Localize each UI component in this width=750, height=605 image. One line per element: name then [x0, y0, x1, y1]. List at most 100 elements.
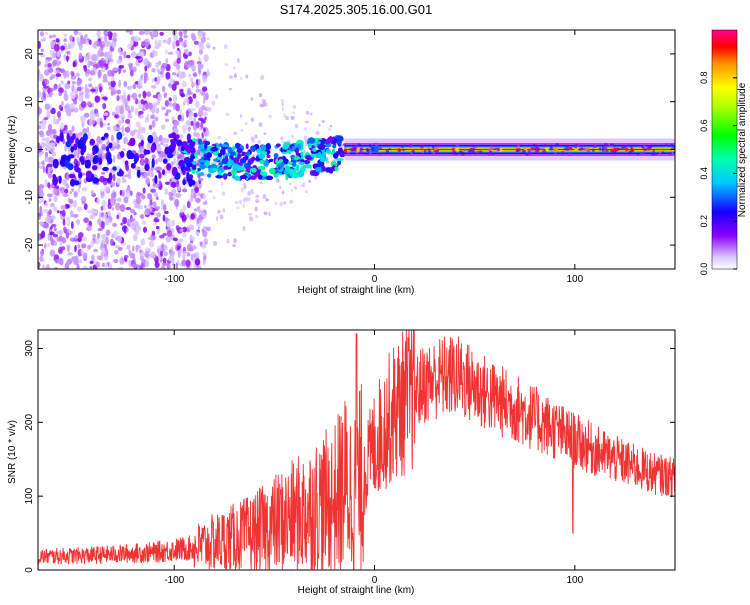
spectral-speckle — [310, 112, 313, 116]
spectral-speckle — [110, 91, 114, 96]
spectral-speckle — [107, 198, 111, 205]
spectral-speckle — [166, 220, 173, 228]
spectral-speckle — [53, 115, 56, 122]
spectral-speckle — [66, 216, 71, 222]
spectral-speckle — [44, 103, 50, 111]
spectral-speckle — [119, 257, 125, 265]
spectral-speckle — [69, 191, 72, 195]
spectral-speckle — [300, 184, 305, 187]
spectral-speckle — [85, 53, 91, 61]
spectral-blob — [188, 174, 194, 180]
carrier-fuzz — [488, 151, 491, 156]
spectral-speckle — [181, 214, 188, 222]
spectral-speckle — [178, 72, 184, 80]
spectral-blob — [190, 155, 196, 160]
spectral-speckle — [190, 32, 196, 40]
spectral-speckle — [204, 92, 209, 100]
spectral-speckle — [122, 95, 126, 99]
spectral-blob — [52, 158, 59, 169]
spectral-speckle — [83, 217, 89, 224]
spectral-speckle — [162, 232, 167, 237]
spectral-speckle — [127, 115, 133, 119]
spectral-speckle — [65, 103, 71, 112]
spectral-speckle — [262, 193, 267, 200]
spectral-speckle — [118, 67, 121, 75]
carrier-fuzz — [353, 145, 357, 149]
spectral-speckle — [42, 160, 45, 167]
spectral-speckle — [167, 37, 171, 45]
spectral-speckle — [294, 185, 297, 190]
spectral-speckle — [154, 76, 157, 82]
spectral-speckle — [113, 258, 119, 264]
spectral-speckle — [134, 203, 141, 209]
spectral-speckle — [135, 59, 139, 67]
carrier-dot — [630, 148, 635, 152]
spectral-speckle — [55, 38, 60, 43]
spectral-speckle — [144, 157, 149, 164]
carrier-fuzz — [359, 147, 364, 152]
carrier-fuzz — [359, 150, 362, 154]
spectral-speckle — [98, 60, 105, 69]
spectral-speckle — [60, 80, 64, 85]
spectral-speckle — [121, 189, 125, 197]
spectral-speckle — [83, 65, 87, 72]
spectral-speckle — [165, 71, 171, 80]
spectral-speckle — [112, 124, 118, 132]
spectral-speckle — [172, 94, 178, 103]
carrier-fuzz — [637, 152, 640, 156]
spectral-speckle — [73, 238, 78, 242]
spectral-speckle — [191, 81, 197, 87]
spectral-blob — [337, 147, 343, 153]
spectral-speckle — [182, 252, 186, 260]
spectral-speckle — [64, 144, 68, 152]
spectral-blob — [92, 148, 96, 156]
spectral-speckle — [237, 58, 240, 64]
spectral-speckle — [187, 91, 194, 95]
spectral-blob — [186, 162, 193, 168]
spectral-speckle — [280, 136, 284, 141]
spectral-speckle — [180, 92, 185, 98]
spectral-speckle — [154, 261, 160, 268]
spectral-speckle — [166, 230, 173, 237]
spectral-blob — [103, 132, 109, 138]
carrier-fuzz — [652, 149, 655, 154]
spectral-speckle — [142, 90, 147, 99]
spectral-speckle — [303, 127, 308, 131]
spectral-blob — [195, 170, 200, 175]
spectral-speckle — [89, 112, 96, 121]
spectral-speckle — [91, 254, 95, 262]
spectral-speckle — [150, 188, 156, 193]
spectral-speckle — [62, 178, 68, 186]
spectral-speckle — [173, 106, 176, 111]
spectral-speckle — [146, 76, 149, 81]
spectral-speckle — [165, 235, 171, 243]
spectral-speckle — [228, 87, 233, 91]
carrier-fuzz — [621, 146, 624, 150]
spectral-blob — [334, 166, 339, 172]
spectral-speckle — [117, 120, 123, 126]
spectral-blob — [72, 133, 76, 140]
spectral-speckle — [294, 123, 299, 129]
spectral-speckle — [176, 57, 181, 64]
spectral-speckle — [234, 201, 239, 204]
spectral-speckle — [185, 41, 188, 46]
spectral-speckle — [168, 97, 172, 102]
spectral-blob — [260, 165, 266, 171]
spectral-speckle — [202, 252, 206, 257]
carrier-fuzz — [554, 152, 557, 155]
spectral-speckle — [133, 211, 137, 216]
spectral-speckle — [188, 59, 195, 66]
spectral-speckle — [158, 171, 162, 179]
spectral-speckle — [48, 197, 52, 202]
carrier-fuzz — [424, 149, 427, 153]
colorbar-tick-label: 0.2 — [699, 215, 709, 228]
spectral-speckle — [197, 148, 201, 156]
spectral-speckle — [117, 235, 123, 243]
spectral-blob — [89, 138, 95, 146]
spectral-speckle — [53, 206, 58, 213]
spectral-blob — [218, 170, 222, 176]
spectral-blob — [198, 159, 206, 163]
spectral-speckle — [117, 127, 121, 131]
carrier-fuzz — [602, 149, 606, 153]
spectral-speckle — [135, 244, 139, 253]
